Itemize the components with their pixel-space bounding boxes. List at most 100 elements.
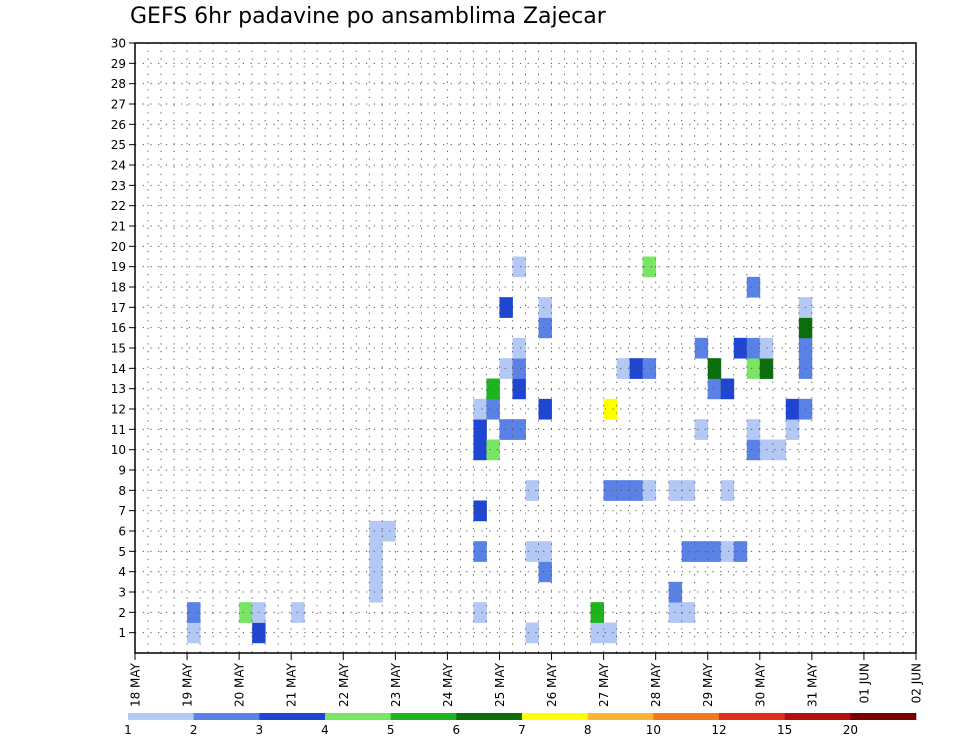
legend-label: 10	[646, 723, 661, 737]
y-tick-label: 25	[111, 138, 126, 152]
heatmap-cell	[707, 378, 722, 400]
legend-label: 20	[843, 723, 858, 737]
y-tick-label: 12	[111, 403, 126, 417]
y-tick-label: 21	[111, 220, 126, 234]
y-tick-label: 10	[111, 443, 126, 457]
y-tick-label: 26	[111, 118, 126, 132]
heatmap-cell	[603, 480, 618, 501]
legend-label: 12	[711, 723, 726, 737]
y-tick-label: 3	[118, 586, 126, 600]
heatmap-cell	[694, 337, 709, 359]
x-tick-label: 27 MAY	[597, 662, 611, 707]
heatmap-cell	[473, 500, 487, 522]
heatmap-cell	[720, 480, 735, 501]
y-tick-label: 20	[111, 240, 126, 254]
heatmap-cell	[473, 541, 487, 562]
heatmap-cell	[746, 439, 761, 461]
heatmap-cell	[707, 541, 722, 562]
y-tick-label: 16	[111, 321, 126, 335]
legend-swatch	[128, 713, 194, 720]
heatmap-cell	[668, 581, 683, 603]
x-tick-label: 24 MAY	[441, 662, 455, 707]
legend-label: 3	[256, 723, 264, 737]
heatmap-cell	[512, 256, 526, 278]
heatmap-cell	[512, 337, 526, 359]
legend-swatch	[850, 713, 917, 720]
heatmap-cell	[369, 541, 383, 562]
x-tick-label: 31 MAY	[805, 662, 819, 707]
legend-label: 2	[190, 723, 198, 737]
legend-swatch	[784, 713, 851, 720]
legend-label: 1	[124, 723, 132, 737]
heatmap-cell	[473, 398, 487, 420]
heatmap-cell	[291, 602, 305, 623]
heatmap-cell	[681, 480, 696, 501]
heatmap-cell	[538, 398, 552, 420]
x-tick-label: 30 MAY	[753, 662, 767, 707]
heatmap-cell	[382, 520, 396, 542]
legend-label: 5	[387, 723, 395, 737]
legend-swatch	[587, 713, 654, 720]
heatmap-cell	[642, 358, 657, 379]
heatmap-cell	[473, 439, 487, 461]
x-tick-label: 19 MAY	[181, 662, 195, 707]
legend-swatch	[522, 713, 588, 720]
heatmap-cell	[499, 419, 513, 440]
heatmap-cell	[187, 602, 201, 623]
heatmap-cell	[512, 358, 526, 379]
x-tick-label: 29 MAY	[701, 662, 715, 707]
x-tick-label: 25 MAY	[493, 662, 507, 707]
y-tick-label: 30	[111, 37, 126, 51]
heatmap-cell	[746, 358, 761, 379]
x-tick-label: 26 MAY	[545, 662, 559, 707]
legend-swatch	[390, 713, 457, 720]
heatmap-cell	[746, 337, 761, 359]
heatmap-cell	[473, 419, 487, 440]
y-tick-label: 22	[111, 199, 126, 213]
y-tick-label: 24	[111, 159, 126, 173]
y-tick-label: 29	[111, 57, 126, 71]
y-tick-label: 23	[111, 179, 126, 193]
heatmap-cell	[616, 480, 631, 501]
heatmap-cell	[538, 541, 552, 562]
heatmap-cell	[525, 480, 539, 501]
x-tick-label: 01 JUN	[857, 663, 871, 703]
heatmap-cell	[369, 520, 383, 542]
x-tick-label: 23 MAY	[389, 662, 403, 707]
heatmap-cell	[746, 419, 761, 440]
heatmap-cell	[538, 317, 552, 339]
legend-swatch	[325, 713, 391, 720]
heatmap-cell	[642, 256, 657, 278]
y-tick-label: 6	[118, 525, 126, 539]
x-tick-label: 18 MAY	[129, 662, 143, 707]
heatmap-cell	[733, 541, 748, 562]
y-tick-label: 8	[118, 484, 126, 498]
heatmap-cell	[694, 541, 709, 562]
heatmap-cell	[616, 358, 631, 379]
y-tick-label: 5	[118, 545, 126, 559]
x-tick-label: 21 MAY	[285, 662, 299, 707]
legend-label: 8	[584, 723, 592, 737]
cells-layer	[187, 256, 813, 644]
legend-swatch	[193, 713, 260, 720]
heatmap-cell	[486, 439, 500, 461]
heatmap-cell	[785, 419, 800, 440]
heatmap-cell	[499, 297, 513, 318]
y-tick-label: 28	[111, 77, 126, 91]
legend-swatch	[456, 713, 523, 720]
heatmap-cell	[642, 480, 657, 501]
heatmap-cell	[720, 378, 735, 400]
heatmap-cell	[733, 337, 748, 359]
heatmap-cell	[785, 398, 800, 420]
ticks-layer: 1234567891011121314151617181920212223242…	[111, 37, 924, 708]
heatmap-cell	[486, 398, 500, 420]
y-tick-label: 9	[118, 464, 126, 478]
y-tick-label: 2	[118, 606, 126, 620]
heatmap-cell	[720, 541, 735, 562]
legend-layer: 1 2 3 4 5 6 7 8 10 12 15 20	[124, 713, 917, 737]
heatmap-cell	[499, 358, 513, 379]
y-tick-label: 17	[111, 301, 126, 315]
heatmap-cell	[694, 419, 709, 440]
x-tick-label: 28 MAY	[649, 662, 663, 707]
